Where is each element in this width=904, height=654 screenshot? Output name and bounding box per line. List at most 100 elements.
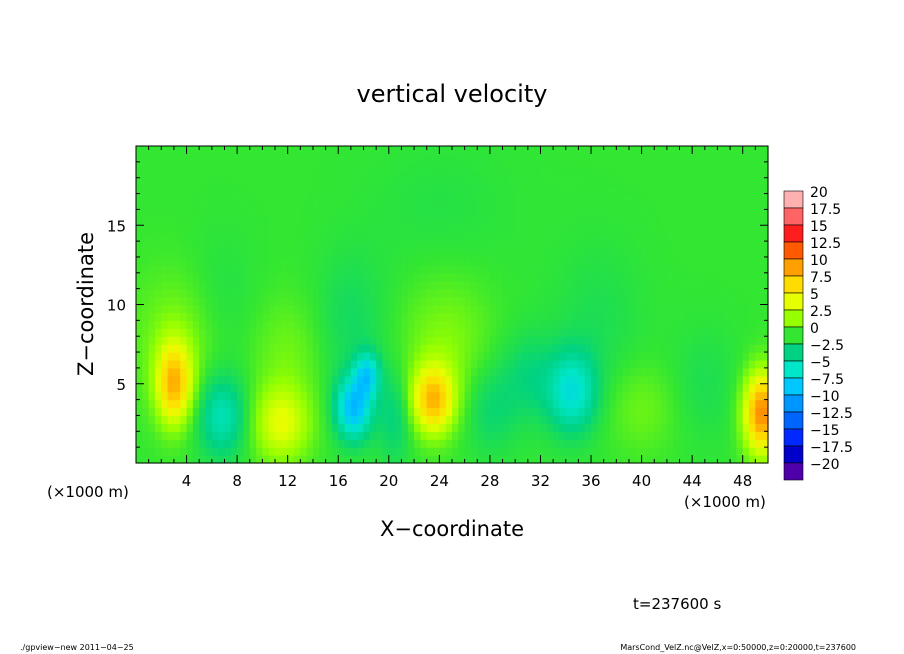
heatmap-cell <box>218 375 226 385</box>
heatmap-cell <box>628 249 636 258</box>
heatmap-cell <box>761 375 769 385</box>
heatmap-cell <box>338 359 346 369</box>
heatmap-cell <box>559 272 567 282</box>
heatmap-cell <box>584 367 592 377</box>
heatmap-cell <box>647 264 655 274</box>
heatmap-cell <box>502 304 510 314</box>
heatmap-cell <box>730 344 737 353</box>
heatmap-cell <box>654 288 662 298</box>
heatmap-cell <box>477 209 485 218</box>
heatmap-cell <box>584 439 592 448</box>
heatmap-cell <box>256 391 263 401</box>
heatmap-cell <box>502 399 510 409</box>
heatmap-cell <box>224 249 232 258</box>
heatmap-cell <box>464 391 472 401</box>
heatmap-cell <box>540 241 548 250</box>
heatmap-cell <box>508 352 516 361</box>
heatmap-cell <box>666 399 674 409</box>
heatmap-cell <box>445 280 453 290</box>
heatmap-cell <box>660 161 668 171</box>
heatmap-cell <box>641 455 649 464</box>
heatmap-cell <box>647 415 655 424</box>
heatmap-cell <box>439 185 447 195</box>
heatmap-cell <box>262 193 270 203</box>
heatmap-cell <box>388 383 396 393</box>
heatmap-cell <box>445 256 453 266</box>
heatmap-cell <box>161 320 169 329</box>
heatmap-cell <box>496 185 504 195</box>
heatmap-cell <box>237 328 245 337</box>
heatmap-cell <box>540 169 548 179</box>
heatmap-cell <box>300 272 308 282</box>
heatmap-cell <box>483 447 491 456</box>
heatmap-cell <box>420 407 428 417</box>
heatmap-cell <box>287 193 295 203</box>
heatmap-cell <box>730 423 737 432</box>
heatmap-cell <box>136 359 143 369</box>
heatmap-cell <box>388 359 396 369</box>
heatmap-cell <box>527 367 535 377</box>
heatmap-cell <box>148 193 156 203</box>
heatmap-cell <box>515 217 523 226</box>
heatmap-cell <box>420 233 428 242</box>
heatmap-cell <box>704 439 712 448</box>
heatmap-cell <box>445 177 453 187</box>
colorbar-label: 17.5 <box>810 202 841 218</box>
heatmap-cell <box>382 177 390 187</box>
heatmap-cell <box>755 344 763 353</box>
heatmap-cell <box>344 185 352 195</box>
heatmap-cell <box>452 249 459 258</box>
heatmap-cell <box>312 241 320 250</box>
heatmap-cell <box>483 431 491 440</box>
heatmap-cell <box>357 209 365 218</box>
heatmap-cell <box>711 367 719 377</box>
heatmap-cell <box>622 201 630 211</box>
heatmap-cell <box>426 280 434 290</box>
heatmap-cell <box>546 399 554 409</box>
heatmap-cell <box>376 225 384 234</box>
heatmap-cell <box>470 455 478 464</box>
heatmap-cell <box>357 177 365 187</box>
heatmap-cell <box>414 304 421 314</box>
heatmap-cell <box>452 328 459 337</box>
heatmap-cell <box>325 146 333 155</box>
heatmap-cell <box>186 359 194 369</box>
heatmap-cell <box>312 296 320 306</box>
heatmap-cell <box>338 185 346 195</box>
heatmap-cell <box>211 241 219 250</box>
heatmap-cell <box>376 233 384 242</box>
heatmap-cell <box>464 185 472 195</box>
heatmap-cell <box>654 336 662 345</box>
heatmap-cell <box>287 264 295 274</box>
heatmap-cell <box>742 304 750 314</box>
heatmap-cell <box>357 280 365 290</box>
heatmap-cell <box>382 431 390 440</box>
heatmap-cell <box>464 383 472 393</box>
heatmap-cell <box>287 359 295 369</box>
heatmap-cell <box>458 336 466 345</box>
heatmap-cell <box>521 169 529 179</box>
heatmap-cell <box>218 336 226 345</box>
heatmap-cell <box>761 185 769 195</box>
heatmap-cell <box>325 233 333 242</box>
heatmap-cell <box>382 399 390 409</box>
heatmap-cell <box>154 320 162 329</box>
heatmap-cell <box>224 439 232 448</box>
heatmap-cell <box>211 288 219 298</box>
heatmap-cell <box>635 359 643 369</box>
heatmap-cell <box>136 161 143 171</box>
heatmap-cell <box>534 217 542 226</box>
heatmap-cell <box>350 391 358 401</box>
heatmap-cell <box>553 336 561 345</box>
heatmap-cell <box>325 344 333 353</box>
heatmap-cell <box>414 383 421 393</box>
heatmap-cell <box>363 367 371 377</box>
heatmap-cell <box>401 225 409 234</box>
heatmap-cell <box>597 344 605 353</box>
heatmap-cell <box>331 272 339 282</box>
heatmap-cell <box>616 455 624 464</box>
colorbar-swatch <box>783 428 804 447</box>
heatmap-cell <box>154 264 162 274</box>
heatmap-cell <box>685 391 693 401</box>
heatmap-cell <box>363 328 371 337</box>
